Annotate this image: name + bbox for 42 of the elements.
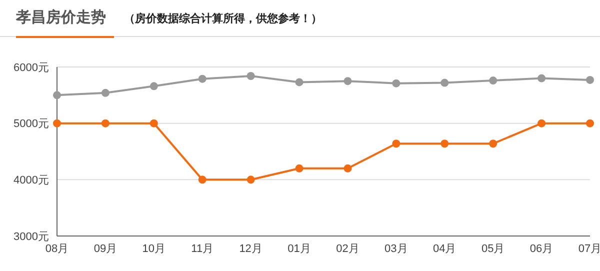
- point: [246, 72, 255, 80]
- x-tick-label: 01月: [288, 242, 311, 255]
- chart-title: 孝昌房价走势: [16, 0, 114, 38]
- y-tick-label: 5000元: [14, 118, 49, 130]
- point: [150, 82, 158, 90]
- point: [392, 140, 400, 148]
- point: [392, 79, 400, 88]
- point: [246, 176, 255, 184]
- point: [586, 119, 594, 128]
- point: [198, 74, 206, 83]
- point: [295, 78, 304, 86]
- x-tick-label: 11月: [191, 242, 214, 255]
- point: [101, 88, 110, 97]
- x-tick-label: 10月: [142, 242, 166, 255]
- point: [538, 74, 546, 82]
- point: [295, 164, 304, 172]
- y-tick-label: 3000元: [14, 230, 49, 243]
- x-tick-label: 06月: [530, 242, 554, 255]
- x-tick-label: 07月: [578, 242, 600, 255]
- x-tick-label: 09月: [94, 242, 118, 255]
- point: [586, 76, 594, 84]
- point: [344, 164, 352, 172]
- x-tick-label: 05月: [481, 242, 505, 255]
- x-tick-label: 02月: [336, 242, 360, 255]
- x-tick-label: 08月: [45, 242, 69, 255]
- point: [489, 140, 498, 148]
- point: [538, 119, 546, 128]
- x-tick-label: 04月: [433, 242, 456, 255]
- point: [198, 176, 206, 184]
- point: [440, 78, 449, 87]
- y-tick-label: 4000元: [14, 174, 49, 187]
- y-tick-label: 6000元: [14, 62, 49, 74]
- point: [101, 119, 110, 128]
- x-tick-label: 12月: [239, 242, 262, 255]
- chart-subtitle: （房价数据综合计算所得，供您参考！）: [124, 12, 322, 26]
- point: [53, 91, 61, 100]
- point: [440, 140, 449, 148]
- point: [489, 76, 498, 85]
- x-tick-label: 03月: [384, 242, 408, 255]
- point: [53, 119, 61, 128]
- point: [150, 119, 158, 128]
- point: [344, 77, 352, 86]
